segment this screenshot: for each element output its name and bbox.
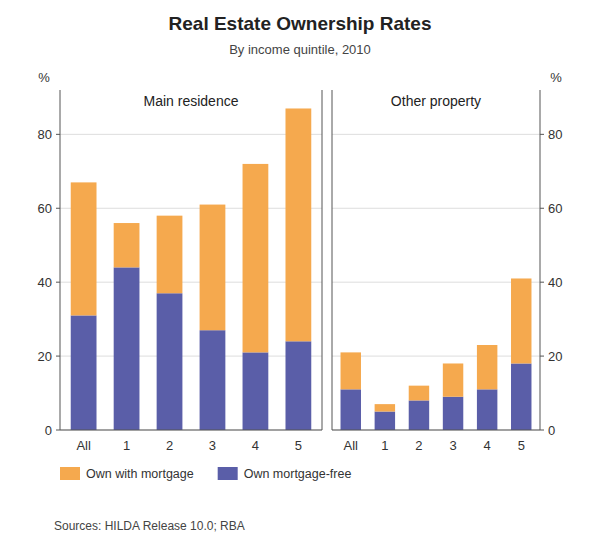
source: Sources: HILDA Release 10.0; RBA xyxy=(54,519,245,533)
category-label: 4 xyxy=(252,438,259,453)
bar xyxy=(285,341,311,430)
category-label: 2 xyxy=(415,438,422,453)
tick-label: 60 xyxy=(548,201,562,216)
bar xyxy=(200,330,226,430)
bar xyxy=(443,363,463,396)
bar xyxy=(511,278,531,363)
legend-swatch xyxy=(218,467,238,480)
panel-title: Main residence xyxy=(144,93,239,109)
category-label: 3 xyxy=(449,438,456,453)
tick-label: 40 xyxy=(38,275,52,290)
bar xyxy=(157,216,183,294)
legend-swatch xyxy=(60,467,80,480)
tick xyxy=(56,356,60,357)
category-label: 1 xyxy=(381,438,388,453)
grid-line xyxy=(332,356,540,357)
grid-line xyxy=(60,282,322,283)
subtitle: By income quintile, 2010 xyxy=(229,42,371,57)
tick xyxy=(540,356,544,357)
grid-line xyxy=(60,356,322,357)
grid-line xyxy=(60,208,322,209)
axis-label: % xyxy=(38,70,50,85)
bar xyxy=(443,397,463,430)
tick-label: 60 xyxy=(38,201,52,216)
tick-label: 80 xyxy=(38,127,52,142)
tick-label: 0 xyxy=(548,423,555,438)
axis-label: % xyxy=(550,70,562,85)
axis-line xyxy=(322,90,323,430)
category-label: 1 xyxy=(123,438,130,453)
bar xyxy=(409,400,429,430)
grid-line xyxy=(332,430,540,431)
title: Real Estate Ownership Rates xyxy=(169,13,432,34)
bar xyxy=(71,315,97,430)
grid-line xyxy=(332,134,540,135)
category-label: 5 xyxy=(518,438,525,453)
tick-label: 0 xyxy=(45,423,52,438)
bar xyxy=(341,352,361,389)
tick xyxy=(56,134,60,135)
axis-line xyxy=(332,90,333,430)
bar xyxy=(114,267,140,430)
bar xyxy=(477,345,497,389)
category-label: All xyxy=(344,438,359,453)
grid-line xyxy=(60,430,322,431)
bar xyxy=(243,164,269,352)
axis-line xyxy=(60,90,61,430)
axis-line xyxy=(540,90,541,430)
category-label: 4 xyxy=(484,438,491,453)
bar xyxy=(71,182,97,315)
bar xyxy=(243,352,269,430)
panel-title: Other property xyxy=(391,93,481,109)
bar xyxy=(511,363,531,430)
grid-line xyxy=(332,282,540,283)
bar xyxy=(375,412,395,430)
tick-label: 40 xyxy=(548,275,562,290)
bar xyxy=(285,108,311,341)
tick xyxy=(56,208,60,209)
bars xyxy=(341,278,532,430)
category-label: All xyxy=(76,438,91,453)
bar xyxy=(477,389,497,430)
bar xyxy=(157,293,183,430)
panel: 0 20 40 60 80 All 1 2 3 4 5% Main residence xyxy=(38,70,322,453)
chart: Real Estate Ownership Rates By income qui… xyxy=(0,0,600,546)
tick xyxy=(540,134,544,135)
bar xyxy=(114,223,140,267)
axis-line xyxy=(332,430,540,431)
panel: 0 20 40 60 80 All 1 2 3 4 5% Other property xyxy=(332,70,562,453)
bar xyxy=(200,205,226,331)
axis-line xyxy=(60,430,322,431)
tick xyxy=(56,282,60,283)
category-label: 2 xyxy=(166,438,173,453)
category-label: 3 xyxy=(209,438,216,453)
tick-label: 20 xyxy=(548,349,562,364)
tick-label: 80 xyxy=(548,127,562,142)
grid-line xyxy=(60,134,322,135)
grid-line xyxy=(332,208,540,209)
bar xyxy=(375,404,395,411)
legend: Own with mortgage Own mortgage-free xyxy=(60,467,351,481)
tick xyxy=(56,430,60,431)
bar xyxy=(341,389,361,430)
category-label: 5 xyxy=(295,438,302,453)
tick-label: 20 xyxy=(38,349,52,364)
bar xyxy=(409,386,429,401)
tick xyxy=(540,282,544,283)
background xyxy=(0,0,600,546)
legend-label: Own with mortgage xyxy=(86,467,194,481)
tick xyxy=(540,430,544,431)
legend-label: Own mortgage-free xyxy=(244,467,352,481)
tick xyxy=(540,208,544,209)
bars xyxy=(71,108,312,430)
